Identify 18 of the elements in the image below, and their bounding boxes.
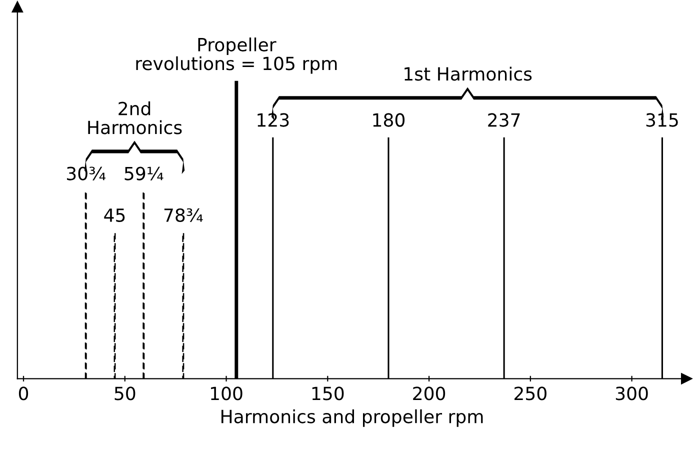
annotation: 45 xyxy=(104,208,125,222)
annotation: 237 xyxy=(488,113,520,127)
x-axis-title: Harmonics and propeller rpm xyxy=(222,409,483,427)
x-tick-label: 100 xyxy=(211,386,242,400)
x-tick-label: 250 xyxy=(514,386,546,400)
x-tick-label: 50 xyxy=(114,386,136,400)
annotation: 123 xyxy=(258,113,289,127)
annotation: 2nd Harmonics xyxy=(88,101,182,134)
annotation: Propeller revolutions = 105 rpm xyxy=(136,37,337,74)
x-tick-label: 150 xyxy=(312,386,344,400)
x-tick-label: 300 xyxy=(616,386,648,400)
text: 1st Harmonics xyxy=(404,66,532,81)
x-tick-label: 200 xyxy=(413,386,446,400)
annotation: 78¾ xyxy=(164,208,203,222)
annotation: 180 xyxy=(373,113,405,127)
annotation: 30¾ xyxy=(66,166,106,180)
annotation: 59¼ xyxy=(124,166,164,180)
x-tick-label: 0 xyxy=(18,386,28,400)
